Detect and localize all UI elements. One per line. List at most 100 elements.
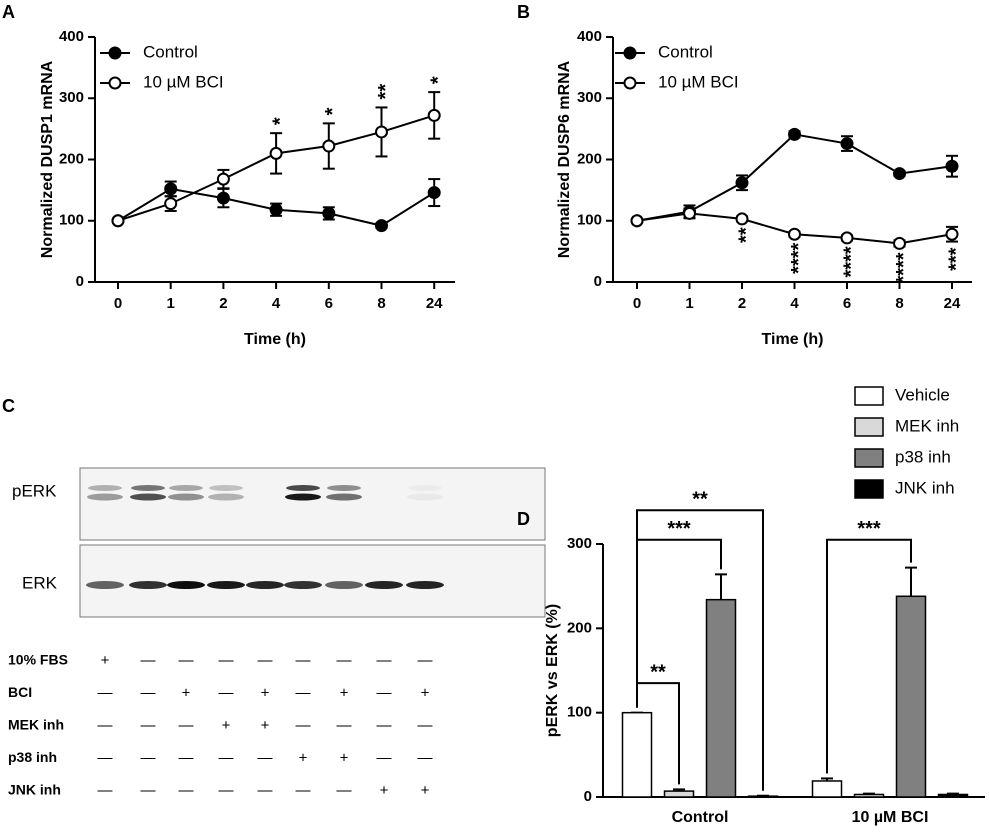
marker	[893, 167, 906, 181]
y-tick-label: 300	[567, 535, 592, 552]
y-axis-label: Normalized DUSP6 mRNA	[556, 60, 573, 258]
significance-label: ****	[788, 242, 810, 273]
bar	[937, 793, 969, 798]
bar	[705, 598, 737, 798]
cell: —	[179, 717, 194, 734]
blot-panel	[79, 544, 546, 618]
panel-label: B	[517, 2, 530, 22]
bar	[663, 790, 695, 798]
band	[130, 493, 166, 501]
cell: +	[340, 684, 349, 701]
band	[407, 493, 443, 501]
band	[207, 581, 245, 589]
cell: —	[377, 749, 392, 766]
legend-marker	[623, 76, 637, 90]
marker	[840, 231, 854, 245]
y-axis-label: pERK vs ERK (%)	[544, 604, 561, 737]
panel-label: A	[2, 2, 15, 22]
cell: —	[179, 782, 194, 799]
band	[167, 581, 205, 589]
band	[325, 581, 363, 589]
cell: —	[337, 782, 352, 799]
y-tick-label: 400	[577, 28, 602, 45]
marker	[735, 176, 749, 190]
y-tick-label: 100	[567, 704, 592, 721]
cell: +	[261, 717, 270, 734]
marker	[735, 212, 749, 226]
bar	[853, 793, 885, 798]
marker	[216, 191, 230, 205]
x-tick-label: 4	[790, 295, 799, 312]
cell: —	[98, 684, 113, 701]
y-tick-label: 0	[76, 273, 84, 290]
band	[87, 493, 123, 501]
legend-label: Vehicle	[895, 385, 950, 404]
marker	[111, 214, 125, 228]
legend-label: Control	[658, 42, 713, 61]
marker	[945, 227, 959, 241]
x-tick-label: 0	[114, 295, 122, 312]
cell: +	[299, 749, 308, 766]
legend-label: 10 µM BCI	[143, 72, 224, 91]
band	[406, 581, 444, 589]
significance-label: *	[427, 76, 449, 84]
cell: —	[219, 652, 234, 669]
y-tick-label: 0	[594, 273, 602, 290]
bar	[811, 780, 843, 798]
marker	[788, 127, 801, 141]
cell: +	[340, 749, 349, 766]
cell: —	[219, 684, 234, 701]
marker	[375, 219, 388, 233]
cell: —	[179, 652, 194, 669]
cell: —	[418, 717, 433, 734]
band-label: pERK	[12, 481, 57, 500]
cell: +	[261, 684, 270, 701]
legend-marker	[108, 76, 122, 90]
panel-label: C	[2, 396, 15, 416]
significance-label: **	[692, 489, 708, 511]
marker	[269, 203, 283, 217]
bar	[895, 595, 927, 798]
y-tick-label: 200	[577, 150, 602, 167]
y-tick-label: 100	[577, 212, 602, 229]
row-label: 10% FBS	[8, 652, 68, 668]
cell: —	[179, 749, 194, 766]
bar	[621, 711, 653, 798]
cell: —	[418, 749, 433, 766]
cell: —	[337, 717, 352, 734]
significance-label: ****	[893, 252, 915, 283]
legend-swatch	[854, 479, 884, 499]
x-tick-label: 6	[843, 295, 851, 312]
band	[365, 581, 403, 589]
cell: —	[141, 749, 156, 766]
cell: +	[421, 684, 430, 701]
band	[246, 581, 284, 589]
cell: —	[98, 749, 113, 766]
band	[168, 493, 204, 501]
band	[326, 493, 362, 501]
cell: —	[377, 652, 392, 669]
error-bar	[715, 573, 727, 600]
x-tick-label: Control	[672, 809, 729, 826]
marker	[269, 146, 283, 160]
y-tick-label: 0	[584, 788, 592, 805]
cell: —	[296, 782, 311, 799]
y-tick-label: 200	[567, 619, 592, 636]
y-tick-label: 100	[59, 212, 84, 229]
significance-label: ****	[840, 246, 862, 277]
cell: —	[258, 749, 273, 766]
marker	[216, 172, 230, 186]
band	[285, 493, 321, 501]
x-axis-label: Time (h)	[244, 331, 306, 348]
band	[88, 485, 122, 491]
x-tick-label: 2	[219, 295, 227, 312]
significance-label: **	[735, 227, 757, 243]
legend-label: p38 inh	[895, 447, 951, 466]
cell: —	[98, 717, 113, 734]
cell: —	[377, 684, 392, 701]
x-tick-label: 8	[377, 295, 385, 312]
band-label: ERK	[22, 573, 58, 592]
marker	[164, 197, 178, 211]
marker	[630, 214, 644, 228]
